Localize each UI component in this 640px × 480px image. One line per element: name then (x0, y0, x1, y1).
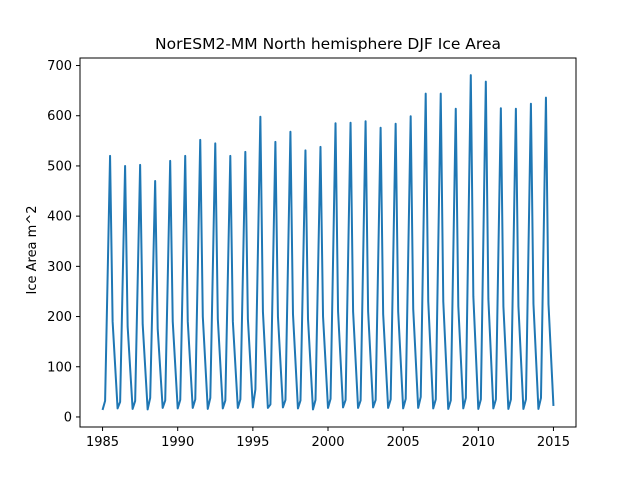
y-axis-label: Ice Area m^2 (25, 206, 40, 295)
y-tick-label: 300 (47, 260, 72, 275)
y-axis: 0 100 200 300 400 500 600 700 (47, 59, 80, 425)
series-line (101, 74, 555, 411)
x-tick-label: 2010 (462, 435, 495, 450)
y-tick-label: 500 (47, 159, 72, 174)
x-tick-label: 1985 (86, 435, 119, 450)
chart-title: NorESM2-MM North hemisphere DJF Ice Area (155, 35, 501, 53)
y-tick-label: 400 (47, 210, 72, 225)
x-tick-label: 1990 (161, 435, 194, 450)
y-tick-label: 0 (64, 410, 72, 425)
y-tick-label: 600 (47, 109, 72, 124)
plot-frame (79, 57, 577, 428)
x-tick-label: 2015 (537, 435, 570, 450)
y-tick-label: 200 (47, 310, 72, 325)
y-tick-label: 100 (47, 360, 72, 375)
x-tick-label: 2005 (387, 435, 420, 450)
plot-area: 1985 1990 1995 2000 2005 2010 2015 0 100 200 300 4… (47, 57, 577, 450)
x-axis: 1985 1990 1995 2000 2005 2010 2015 (86, 427, 570, 450)
y-tick-label: 700 (47, 59, 72, 74)
x-tick-label: 2000 (311, 435, 344, 450)
x-tick-label: 1995 (236, 435, 269, 450)
